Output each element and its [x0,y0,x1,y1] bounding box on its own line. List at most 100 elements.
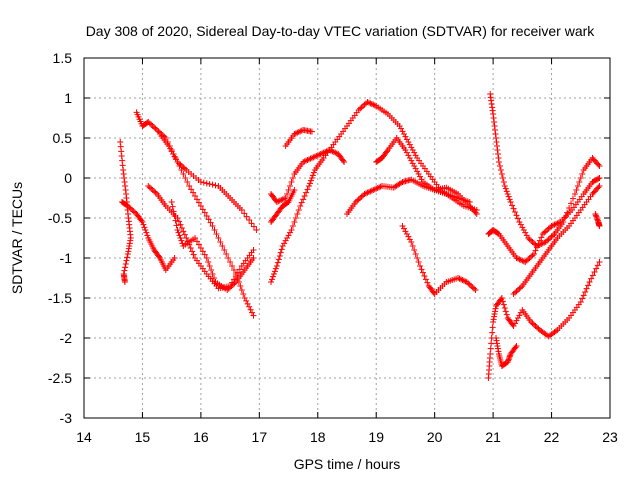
data-point [516,256,523,263]
data-point [311,153,318,160]
series-track-o [485,175,603,265]
data-point [201,251,208,258]
data-point [548,223,555,229]
data-point [203,213,210,219]
data-point [171,153,178,160]
data-point [510,291,517,297]
data-point [177,161,184,168]
data-point [238,287,245,293]
data-point [308,175,315,181]
data-point [276,253,283,259]
data-point [550,232,557,239]
data-point [526,236,533,243]
data-point [568,200,575,207]
data-point [272,265,279,272]
data-point [531,321,538,328]
data-point [309,172,316,179]
y-tick-label: -0.5 [48,210,72,226]
data-point [522,229,529,236]
data-point [209,271,216,277]
data-point [498,295,505,301]
data-point [211,227,218,233]
data-point [284,191,291,197]
data-point [520,227,527,233]
data-point [430,289,437,296]
data-point [513,343,520,349]
data-point [237,283,244,289]
data-point [403,231,410,237]
data-point [308,155,315,161]
data-point [180,164,187,171]
y-axis-label: SDTVAR / TECUs [9,182,25,294]
data-point [288,227,295,233]
data-point [307,155,314,162]
data-point [358,104,365,111]
data-point [181,231,188,238]
data-point [460,277,467,284]
series-track-g [268,147,348,205]
data-point [551,221,558,228]
data-point [291,131,298,137]
data-point [398,179,405,186]
data-point [529,252,536,259]
data-point [531,240,538,247]
data-point [504,191,511,197]
data-point [455,275,462,281]
data-point [411,247,418,253]
data-point [279,243,286,249]
data-point [192,235,199,241]
data-point [154,127,161,133]
data-point [399,223,406,229]
data-point [535,241,542,247]
data-point [142,227,149,233]
data-point [554,220,561,227]
data-point [253,227,260,233]
data-point [514,215,521,222]
data-point [149,187,156,193]
data-point [522,259,529,265]
data-point [211,275,218,281]
data-point [414,255,421,261]
data-point [406,236,413,243]
data-point [365,189,372,195]
data-point [231,267,238,273]
data-point [406,141,413,148]
series-track-n [487,91,603,249]
data-point [314,152,321,159]
data-point [124,251,131,257]
series-track-e [168,199,257,293]
data-point [269,273,276,280]
data-point [368,187,375,194]
data-point [367,100,374,107]
data-point [249,309,256,316]
data-point [541,229,548,236]
data-point [231,280,238,287]
data-point [365,99,372,106]
data-point [517,284,524,291]
data-point [498,171,505,177]
series-track-b [156,131,260,233]
data-point [528,319,535,325]
data-point [516,285,523,292]
data-point [585,282,592,289]
data-point [510,205,517,212]
data-point [250,255,257,261]
data-point [408,157,415,164]
data-point [403,149,410,156]
data-point [308,128,315,135]
data-point [189,248,196,255]
data-point [529,320,536,327]
data-point [526,255,533,261]
data-point [533,244,540,251]
data-point [178,163,185,169]
data-point [595,175,602,182]
y-tick-label: 1 [64,90,72,106]
data-point [415,259,422,265]
data-point [244,300,251,307]
data-point [402,228,409,235]
data-point [178,237,185,244]
data-point [360,103,367,109]
data-point [144,232,151,239]
data-point [138,217,145,224]
